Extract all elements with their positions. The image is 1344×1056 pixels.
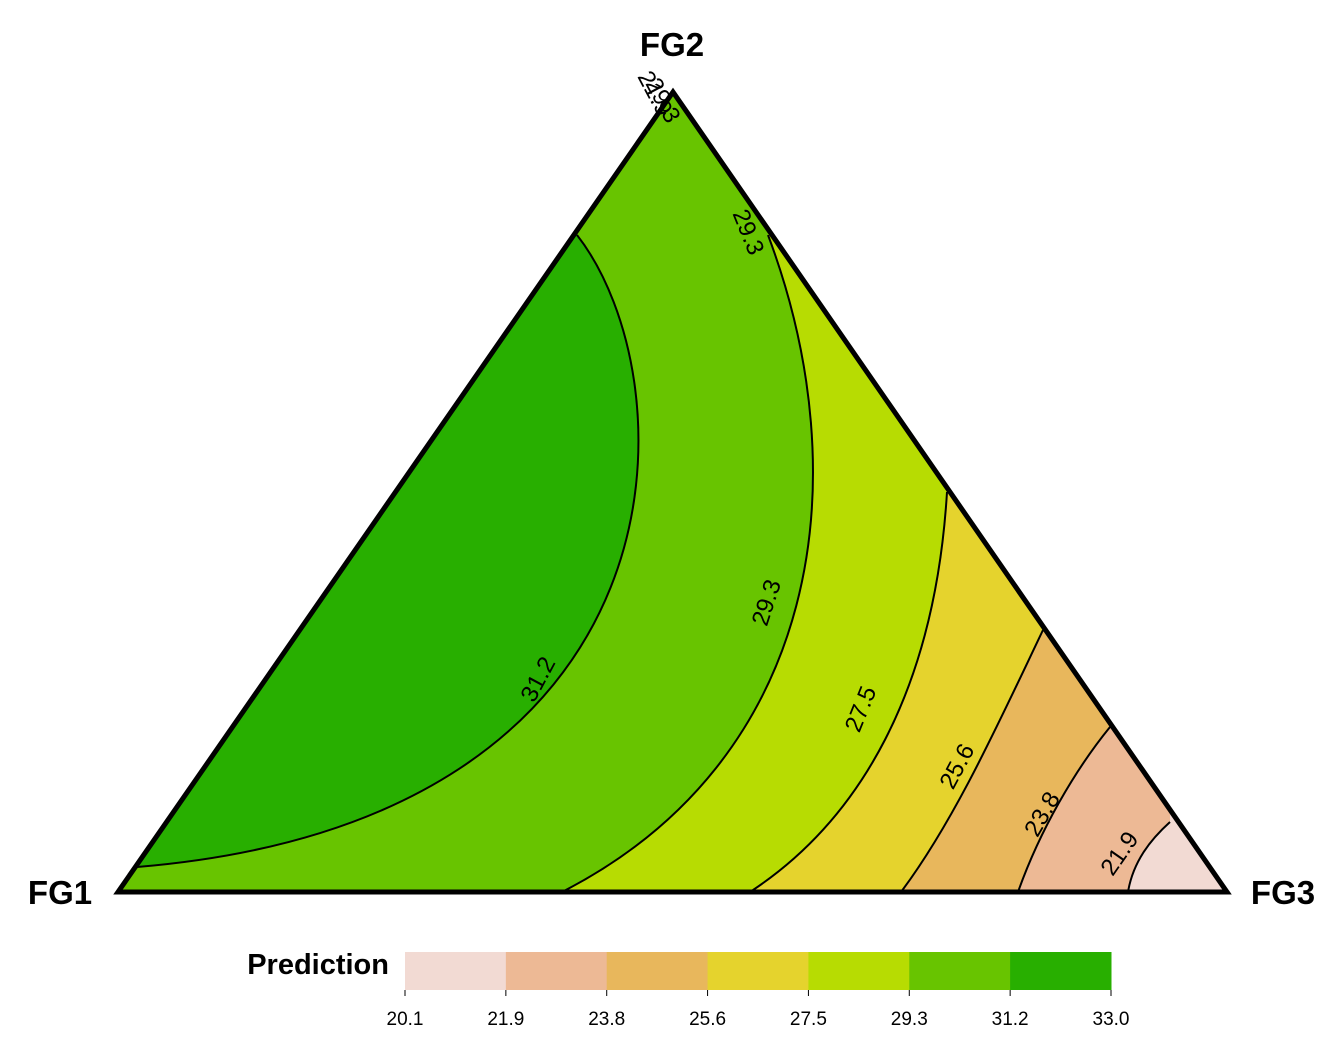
legend-tick-label-31.2: 31.2 <box>992 1009 1029 1030</box>
legend-swatch-23.8-25.6 <box>606 952 709 990</box>
triangle-outline <box>113 87 1232 895</box>
legend-tick-label-20.1: 20.1 <box>387 1009 424 1030</box>
legend-tick-label-25.6: 25.6 <box>689 1009 726 1030</box>
legend-title: Prediction <box>247 949 389 981</box>
contour-line-29.3 <box>561 234 814 892</box>
contour-line-31.2 <box>136 234 640 868</box>
contour-line-21.9 <box>1127 821 1171 892</box>
contour-line-25.6 <box>900 629 1044 892</box>
vertex-label-left: FG1 <box>28 874 92 911</box>
legend-swatch-29.3-31.2 <box>909 952 1011 990</box>
contour-line-27.5 <box>749 491 948 892</box>
legend-tick-label-33.0: 33.0 <box>1093 1009 1130 1030</box>
legend-swatch-27.5-29.3 <box>808 952 910 990</box>
contour-lines <box>136 234 1171 892</box>
legend-ticks <box>404 990 1112 996</box>
vertex-label-top: FG2 <box>640 26 704 63</box>
legend-tick-label-21.9: 21.9 <box>487 1009 524 1030</box>
legend-swatch-21.9-23.8 <box>505 952 608 990</box>
legend-tick-label-27.5: 27.5 <box>790 1009 827 1030</box>
contour-line-23.8 <box>1017 726 1111 892</box>
legend-swatch-25.6-27.5 <box>707 952 809 990</box>
legend-swatches <box>405 952 1112 990</box>
vertex-label-right: FG3 <box>1251 874 1315 911</box>
legend-swatch-31.2-33.0 <box>1010 952 1112 990</box>
legend-tick-label-23.8: 23.8 <box>588 1009 625 1030</box>
band-31.2-33.0 <box>118 92 639 892</box>
legend-swatch-20.1-21.9 <box>405 952 507 990</box>
legend-tick-label-29.3: 29.3 <box>891 1009 928 1030</box>
legend-tick-labels: 20.1 21.9 23.8 25.6 27.5 29.3 31.2 33.0 <box>387 1009 1130 1030</box>
legend: Prediction 20.1 21.9 23.8 25.6 27.5 29.3 31.2 3… <box>247 949 1129 1030</box>
